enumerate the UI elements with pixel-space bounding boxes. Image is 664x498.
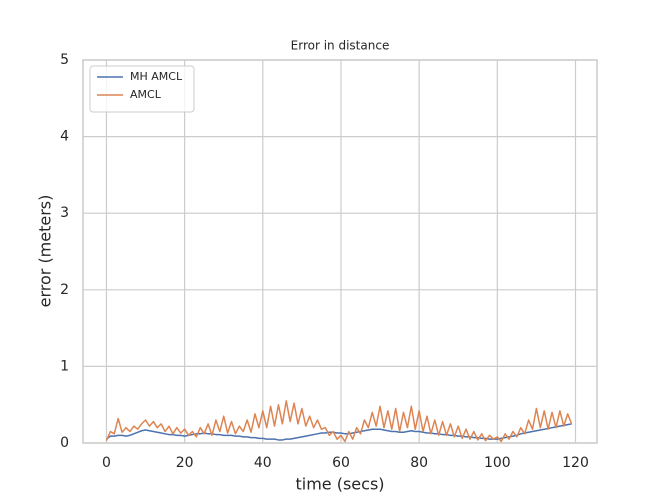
y-tick-label: 0 — [60, 435, 69, 451]
x-tick-label: 60 — [332, 455, 350, 471]
x-tick-label: 20 — [176, 455, 194, 471]
legend-label: AMCL — [130, 88, 162, 101]
y-axis-label: error (meters) — [36, 195, 55, 308]
data-line — [105, 400, 573, 443]
plot-frame — [82, 59, 598, 444]
chart-title: Error in distance — [291, 39, 390, 53]
y-tick-label: 1 — [60, 358, 69, 374]
x-tick-label: 100 — [484, 455, 511, 471]
x-tick-label: 40 — [254, 455, 272, 471]
x-axis-label: time (secs) — [295, 475, 384, 494]
x-tick-label: 0 — [102, 455, 111, 471]
y-tick-label: 5 — [60, 52, 69, 68]
legend-label: MH AMCL — [130, 70, 183, 83]
y-tick-label: 2 — [60, 282, 69, 298]
x-tick-label: 120 — [562, 455, 589, 471]
x-tick-label: 80 — [410, 455, 428, 471]
y-tick-label: 4 — [60, 129, 69, 145]
y-tick-label: 3 — [60, 205, 69, 221]
